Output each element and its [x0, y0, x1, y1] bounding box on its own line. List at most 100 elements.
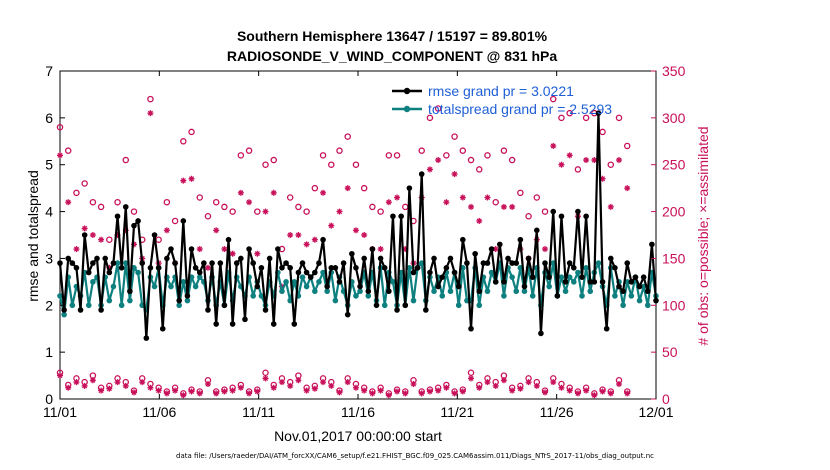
- obs-possible-low-point: [467, 369, 475, 377]
- y-axis-label: rmse and totalspread: [25, 170, 41, 302]
- rmse-point: [394, 307, 400, 313]
- x-tick-label: 11/21: [440, 404, 474, 420]
- obs-assimilated-point: [262, 208, 269, 215]
- rmse-point: [357, 283, 363, 290]
- obs-assimilated-point: [459, 194, 466, 201]
- obs-assimilated-low-point: [542, 389, 549, 396]
- obs-assimilated-point: [287, 232, 294, 238]
- totalspread-point: [196, 274, 203, 280]
- obs-assimilated-low-point: [385, 392, 392, 399]
- obs-assimilated-low-point: [599, 388, 606, 395]
- rmse-point: [410, 269, 417, 276]
- obs-assimilated-low-point: [468, 375, 475, 382]
- rmse-point: [196, 269, 203, 276]
- obs-assimilated-point: [476, 217, 483, 224]
- obs-assimilated-point: [361, 232, 368, 238]
- totalspread-point: [69, 302, 76, 309]
- obs-assimilated-low-point: [278, 379, 285, 386]
- obs-possible-point: [566, 109, 573, 117]
- obs-assimilated-point: [443, 199, 450, 206]
- rmse-point: [118, 265, 125, 271]
- obs-assimilated-point: [180, 177, 187, 184]
- obs-possible-point: [286, 194, 294, 201]
- obs-assimilated-low-point: [221, 388, 228, 395]
- obs-assimilated-point: [188, 175, 195, 182]
- obs-assimilated-low-point: [147, 384, 154, 391]
- y2-tick-label: 50: [662, 344, 678, 360]
- rmse-point: [242, 316, 248, 323]
- rmse-point: [649, 241, 655, 248]
- rmse-point: [213, 321, 219, 327]
- totalspread-point: [595, 260, 602, 266]
- totalspread-point: [390, 279, 396, 285]
- obs-assimilated-low-point: [426, 388, 433, 395]
- totalspread-point: [118, 302, 125, 309]
- rmse-point: [270, 321, 277, 327]
- rmse-point: [435, 283, 441, 290]
- obs-assimilated-point: [57, 152, 63, 159]
- rmse-point: [390, 213, 396, 220]
- obs-possible-point: [64, 147, 72, 154]
- rmse-point: [550, 208, 557, 215]
- totalspread-point: [258, 293, 265, 299]
- x-tick-label: 11/26: [540, 404, 574, 420]
- x-tick-label: 11/16: [341, 404, 375, 420]
- obs-assimilated-point: [221, 246, 228, 253]
- rmse-point: [492, 279, 499, 285]
- totalspread-point: [501, 293, 507, 299]
- rmse-point: [110, 260, 117, 266]
- obs-possible-point: [377, 208, 384, 215]
- obs-possible-point: [459, 147, 467, 154]
- totalspread-point: [312, 288, 318, 295]
- rmse-point: [365, 288, 372, 295]
- rmse-point: [275, 246, 281, 252]
- obs-assimilated-point: [237, 189, 244, 196]
- obs-possible-point: [574, 166, 582, 173]
- rmse-point: [114, 213, 121, 220]
- rmse-point: [521, 283, 528, 290]
- obs-assimilated-low-point: [525, 379, 532, 386]
- rmse-point: [328, 265, 335, 271]
- obs-possible-point: [114, 198, 121, 206]
- rmse-point: [139, 260, 146, 266]
- totalspread-point: [168, 283, 174, 290]
- totalspread-point: [439, 293, 446, 299]
- obs-assimilated-low-point: [287, 382, 294, 389]
- totalspread-point: [620, 302, 626, 309]
- obs-possible-point: [319, 152, 327, 159]
- obs-assimilated-point: [98, 236, 105, 243]
- obs-assimilated-low-point: [344, 379, 351, 386]
- obs-possible-point: [615, 114, 623, 122]
- rmse-point: [279, 265, 285, 271]
- chart-axes: 0 1 2 3 4 5 6 7 0 50 100 150 200 250 300 350 11/01 11/06 1…: [43, 63, 686, 420]
- totalspread-point: [279, 288, 285, 295]
- rmse-point: [513, 260, 520, 266]
- rmse-point: [616, 283, 622, 290]
- y-tick-label: 5: [45, 157, 53, 173]
- rmse-point: [172, 260, 178, 266]
- obs-assimilated-low-point: [352, 384, 359, 391]
- y2-tick-label: 200: [662, 204, 686, 220]
- y2-tick-label: 300: [662, 110, 686, 126]
- rmse-point: [488, 246, 495, 252]
- obs-assimilated-point: [550, 142, 557, 149]
- rmse-point: [538, 330, 544, 337]
- rmse-point: [98, 307, 104, 313]
- obs-assimilated-low-point: [73, 379, 80, 386]
- obs-assimilated-low-point: [196, 390, 203, 397]
- rmse-point: [472, 250, 478, 257]
- rmse-point: [566, 260, 573, 266]
- rmse-point: [369, 246, 376, 252]
- rmse-point: [192, 265, 199, 271]
- obs-assimilated-low-point: [320, 379, 327, 386]
- chart-title-line1: Southern Hemisphere 13647 / 15197 = 89.8…: [237, 28, 548, 44]
- totalspread-point: [636, 297, 643, 304]
- rmse-point: [209, 260, 215, 266]
- totalspread-point: [184, 297, 191, 304]
- rmse-point: [612, 265, 618, 271]
- rmse-point: [373, 302, 380, 309]
- rmse-point: [558, 213, 565, 220]
- obs-possible-point: [237, 152, 245, 159]
- totalspread-point: [476, 302, 483, 309]
- obs-assimilated-low-point: [402, 390, 409, 397]
